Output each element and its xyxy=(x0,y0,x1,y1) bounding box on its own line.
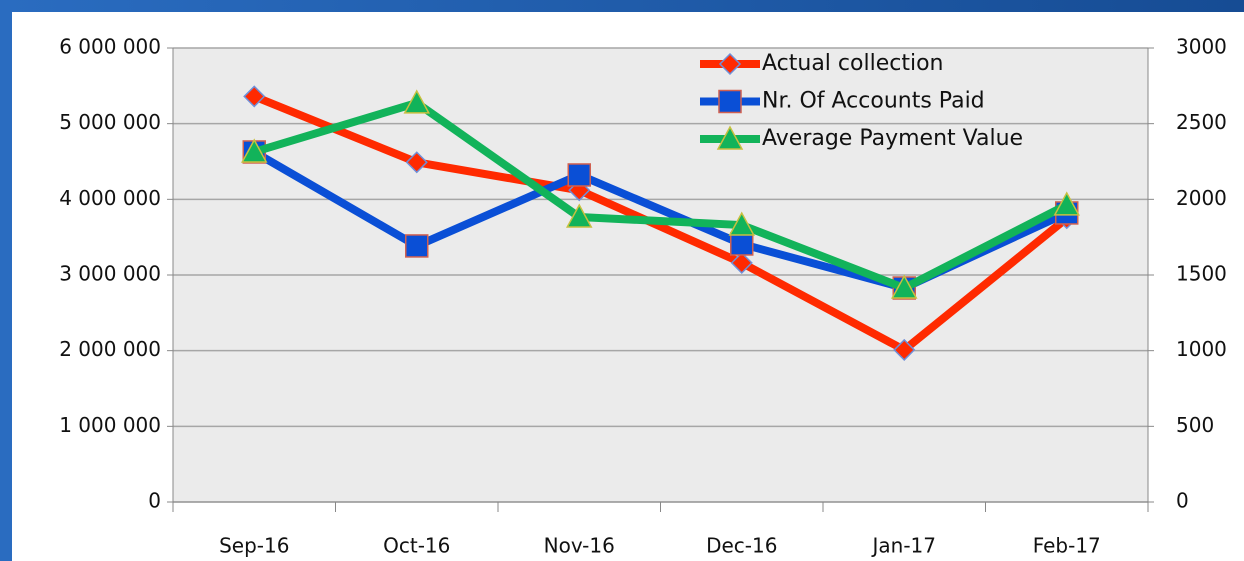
grid xyxy=(167,47,1154,512)
legend-label: Nr. Of Accounts Paid xyxy=(762,89,985,114)
x-tick-label: Feb-17 xyxy=(1033,534,1101,558)
x-tick-label: Sep-16 xyxy=(219,534,289,558)
marker xyxy=(730,232,754,256)
marker xyxy=(567,163,591,187)
y-tick-label: 5 000 000 xyxy=(59,110,161,134)
x-tick-label: Dec-16 xyxy=(706,534,777,558)
marker xyxy=(405,234,429,258)
series-line xyxy=(252,92,1070,354)
y-tick-label: 4 000 000 xyxy=(59,186,161,210)
series-line xyxy=(253,98,1069,293)
y2-tick-label: 500 xyxy=(1176,413,1214,437)
y-tick-label: 1 000 000 xyxy=(59,413,161,437)
marker xyxy=(1053,191,1081,216)
x-tick-label: Oct-16 xyxy=(383,534,450,558)
y-tick-label: 3 000 000 xyxy=(59,262,161,286)
legend-marker xyxy=(718,89,742,114)
y2-tick-label: 3000 xyxy=(1176,35,1227,59)
x-tick-label: Nov-16 xyxy=(544,534,615,558)
y-tick-label: 6 000 000 xyxy=(59,35,161,59)
y2-tick-label: 2000 xyxy=(1176,186,1227,210)
marker xyxy=(243,85,266,108)
marker xyxy=(728,211,756,236)
x-tick-label: Jan-17 xyxy=(871,534,937,558)
y-tick-label: 2 000 000 xyxy=(59,337,161,361)
y2-tick-label: 0 xyxy=(1176,489,1189,513)
marker xyxy=(405,151,428,174)
legend-marker xyxy=(718,52,742,76)
legend-label: Average Payment Value xyxy=(762,126,1023,151)
y2-tick-label: 1000 xyxy=(1176,337,1227,361)
y2-tick-label: 2500 xyxy=(1176,110,1227,134)
legend-label: Actual collection xyxy=(762,51,943,76)
marker xyxy=(890,274,918,299)
marker xyxy=(403,89,431,114)
legend-marker xyxy=(716,125,744,150)
y-tick-label: 0 xyxy=(148,489,161,513)
marker xyxy=(730,251,753,274)
marker xyxy=(240,138,268,163)
marker xyxy=(893,338,916,361)
series-layer xyxy=(240,52,1081,361)
y2-tick-label: 1500 xyxy=(1176,262,1227,286)
marker xyxy=(565,203,593,228)
